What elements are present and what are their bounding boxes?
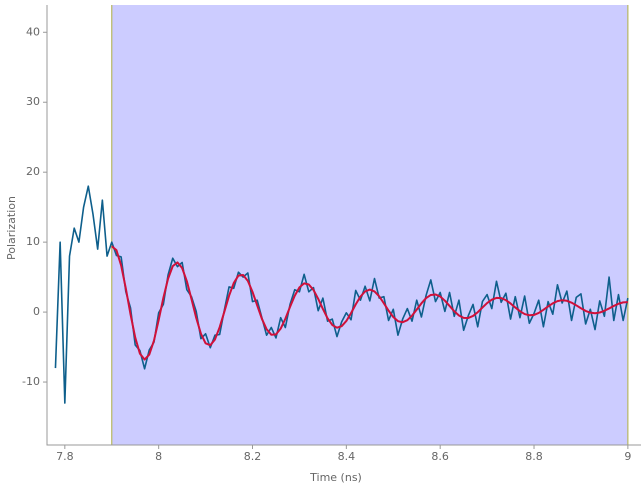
y-tick-label: 0: [33, 305, 40, 318]
x-axis-label: Time (ns): [309, 471, 362, 484]
x-tick-label: 8.8: [525, 450, 543, 463]
y-tick-label: 20: [26, 165, 40, 178]
series-line: [111, 245, 628, 361]
x-tick-label: 8.2: [244, 450, 262, 463]
y-tick-label: 30: [26, 95, 40, 108]
y-axis-label: Polarization: [5, 196, 18, 260]
y-tick-label: -10: [22, 375, 40, 388]
x-tick-label: 9: [624, 450, 631, 463]
x-tick-label: 7.8: [56, 450, 74, 463]
y-tick-label: 10: [26, 235, 40, 248]
x-tick-label: 8.4: [338, 450, 356, 463]
fit-region: [111, 5, 628, 445]
x-tick-label: 8: [155, 450, 162, 463]
axis-frame: [46, 5, 641, 446]
y-tick-label: 40: [26, 25, 40, 38]
x-tick-label: 8.6: [431, 450, 449, 463]
